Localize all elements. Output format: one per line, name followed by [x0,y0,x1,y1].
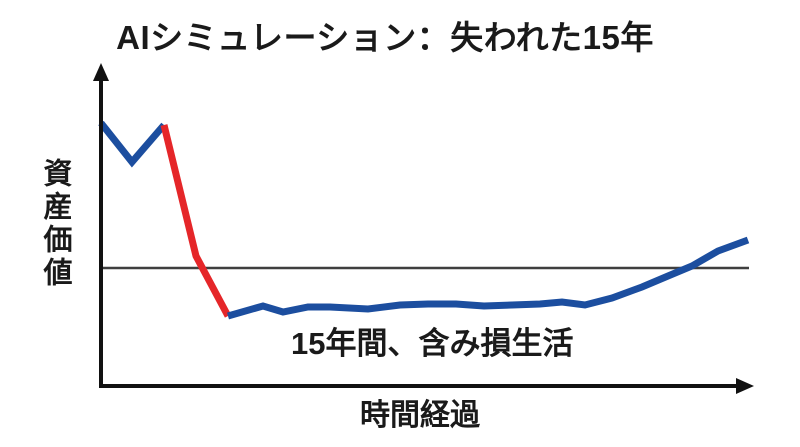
y-axis-label: 資産価値 [39,158,71,290]
underwater-recovery-segment-line [227,236,750,320]
chart-title: AIシミュレーション：失われた15年 [116,19,654,56]
annotation-underwater-period: 15年間、含み損生活 [291,326,574,361]
x-axis-label: 時間経過 [360,399,480,432]
y-axis-arrowhead [93,63,109,81]
pre-crash-segment-line [98,120,167,168]
x-axis-arrowhead [736,378,754,394]
crash-segment-line [160,124,232,318]
